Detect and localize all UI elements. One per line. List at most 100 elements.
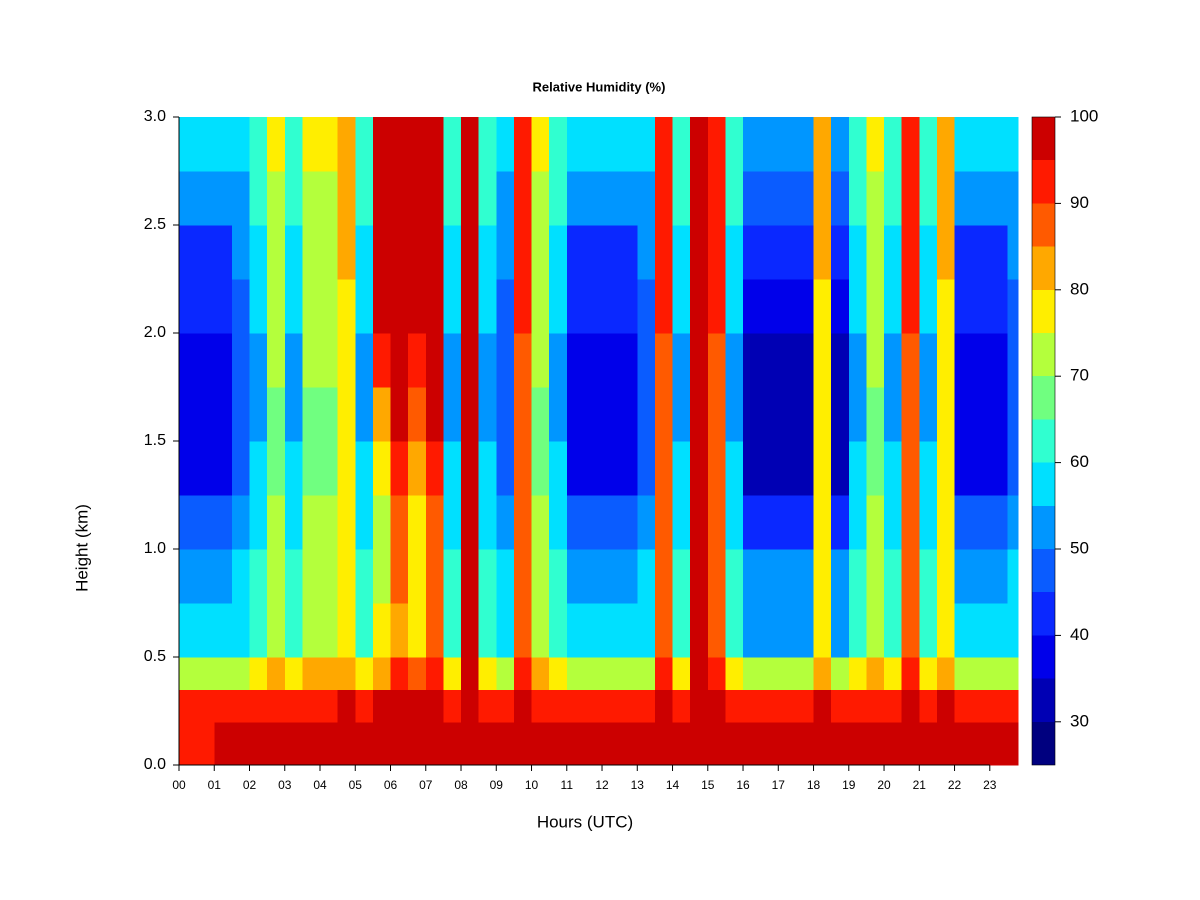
cell bbox=[443, 333, 462, 388]
cell bbox=[531, 549, 550, 604]
cell bbox=[372, 441, 392, 496]
cell bbox=[372, 171, 392, 226]
cell bbox=[196, 549, 215, 604]
cell bbox=[461, 549, 480, 604]
cell bbox=[443, 721, 462, 766]
cell bbox=[231, 721, 251, 766]
cell bbox=[619, 549, 638, 604]
cell bbox=[654, 117, 674, 172]
cell bbox=[179, 689, 198, 723]
cell bbox=[390, 495, 409, 550]
cell bbox=[848, 225, 867, 280]
cell bbox=[743, 387, 762, 442]
cell bbox=[179, 387, 198, 442]
cell bbox=[284, 549, 303, 604]
cell bbox=[355, 279, 374, 334]
cell bbox=[637, 549, 656, 604]
cell bbox=[637, 387, 656, 442]
cell bbox=[795, 657, 815, 690]
cell bbox=[496, 603, 515, 658]
cell bbox=[214, 689, 233, 723]
cell bbox=[707, 603, 726, 658]
cell bbox=[760, 657, 779, 690]
cell bbox=[549, 387, 568, 442]
cell bbox=[954, 657, 973, 690]
colorbar-tick-label: 90 bbox=[1070, 193, 1089, 212]
cell bbox=[795, 117, 815, 172]
cell bbox=[408, 441, 427, 496]
cell bbox=[196, 721, 215, 766]
y-axis-title: Height (km) bbox=[72, 504, 91, 592]
cell bbox=[267, 387, 286, 442]
cell bbox=[320, 117, 339, 172]
y-tick-label: 2.5 bbox=[144, 216, 166, 233]
y-tick-label: 1.5 bbox=[144, 432, 166, 449]
cell bbox=[901, 495, 920, 550]
x-tick-label: 05 bbox=[349, 778, 363, 792]
swatch bbox=[1032, 160, 1055, 204]
cell bbox=[619, 387, 638, 442]
cell bbox=[337, 279, 356, 334]
cell bbox=[443, 225, 462, 280]
cell bbox=[813, 117, 832, 172]
cell bbox=[602, 225, 621, 280]
cell bbox=[831, 225, 850, 280]
cell bbox=[602, 689, 621, 723]
cell bbox=[249, 689, 268, 723]
cell bbox=[795, 689, 815, 723]
cell bbox=[919, 689, 938, 723]
cell bbox=[989, 387, 1008, 442]
cell bbox=[637, 279, 656, 334]
cell bbox=[760, 689, 779, 723]
cell bbox=[320, 279, 339, 334]
cell bbox=[831, 549, 850, 604]
cell bbox=[425, 171, 444, 226]
swatch bbox=[1032, 721, 1055, 765]
colorbar-tick-label: 100 bbox=[1070, 106, 1098, 125]
cell bbox=[954, 441, 973, 496]
cell bbox=[866, 171, 885, 226]
cell bbox=[337, 495, 356, 550]
cell bbox=[179, 603, 198, 658]
cell bbox=[795, 225, 815, 280]
cell bbox=[320, 495, 339, 550]
cell bbox=[1007, 603, 1019, 658]
cell bbox=[672, 279, 691, 334]
cell bbox=[866, 225, 885, 280]
cell bbox=[566, 549, 585, 604]
cell bbox=[936, 603, 956, 658]
cell bbox=[954, 117, 973, 172]
cell bbox=[848, 657, 867, 690]
cell bbox=[302, 549, 321, 604]
cell bbox=[972, 387, 991, 442]
cell bbox=[284, 495, 303, 550]
cell bbox=[637, 171, 656, 226]
x-tick-label: 06 bbox=[384, 778, 398, 792]
y-tick-label: 3.0 bbox=[144, 108, 166, 125]
cell bbox=[989, 225, 1008, 280]
cell bbox=[795, 441, 815, 496]
cell bbox=[249, 225, 268, 280]
cell bbox=[954, 549, 973, 604]
cell bbox=[672, 117, 691, 172]
cell bbox=[989, 603, 1008, 658]
cell bbox=[743, 721, 762, 766]
cell bbox=[972, 117, 991, 172]
cell bbox=[249, 279, 268, 334]
cell bbox=[989, 171, 1008, 226]
y-tick-label: 0.0 bbox=[144, 756, 166, 773]
x-tick-label: 01 bbox=[208, 778, 222, 792]
cell bbox=[478, 441, 497, 496]
cell bbox=[249, 333, 268, 388]
cell bbox=[848, 689, 867, 723]
cell bbox=[760, 171, 779, 226]
cell bbox=[425, 657, 444, 690]
cell bbox=[267, 279, 286, 334]
heatmap bbox=[179, 117, 1019, 766]
cell bbox=[478, 225, 497, 280]
cell bbox=[302, 495, 321, 550]
cell bbox=[443, 279, 462, 334]
cell bbox=[690, 441, 709, 496]
cell bbox=[813, 441, 832, 496]
cell bbox=[355, 495, 374, 550]
